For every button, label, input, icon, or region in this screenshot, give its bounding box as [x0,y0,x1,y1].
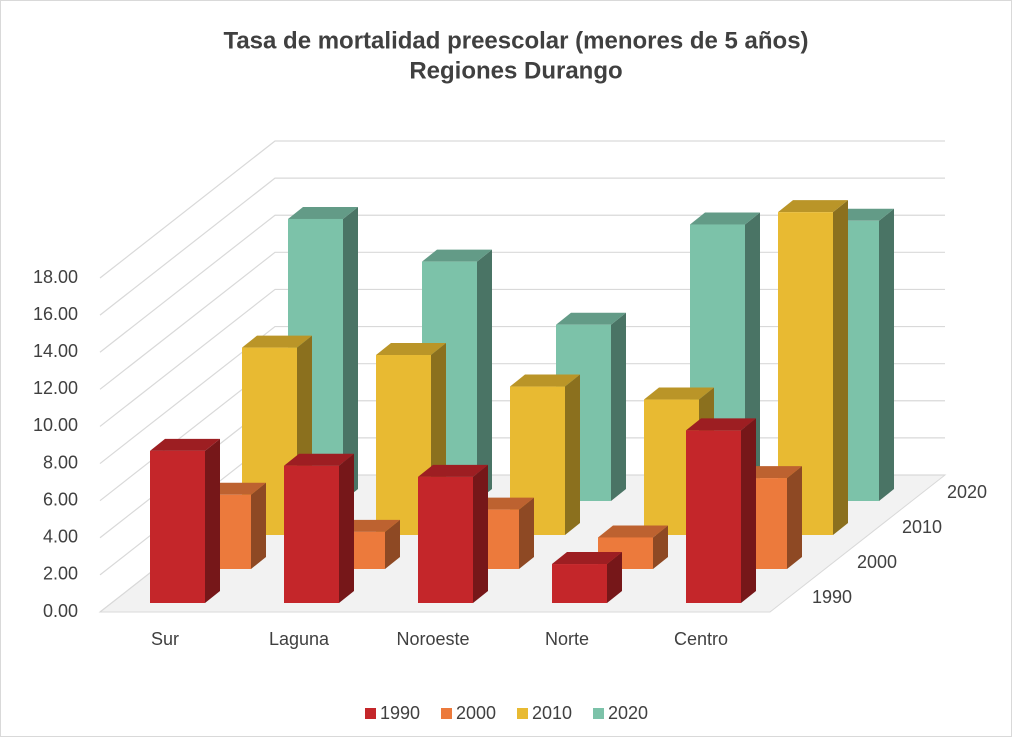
y-tick-label: 12.00 [33,378,78,398]
bar [552,552,622,603]
x-tick-label: Norte [545,629,589,649]
y-tick-label: 14.00 [33,341,78,361]
x-tick-label: Laguna [269,629,330,649]
bar [418,464,488,603]
y-tick-label: 0.00 [43,601,78,621]
legend-swatch [441,708,452,719]
bar [284,453,354,603]
depth-label: 1990 [812,587,852,607]
y-tick-label: 18.00 [33,267,78,287]
chart-title: Tasa de mortalidad preescolar (menores d… [223,27,808,54]
legend-swatch [593,708,604,719]
depth-label: 2020 [947,482,987,502]
y-tick-label: 4.00 [43,527,78,547]
x-tick-label: Noroeste [396,629,469,649]
chart-title: Regiones Durango [409,57,622,84]
x-tick-label: Sur [151,629,179,649]
legend-label: 2010 [532,703,572,723]
legend-label: 2020 [608,703,648,723]
grid-line [99,177,945,316]
bar [686,418,756,603]
x-tick-label: Centro [674,629,728,649]
legend-swatch [517,708,528,719]
legend-swatch [365,708,376,719]
y-tick-label: 6.00 [43,489,78,509]
grid-line [99,140,945,279]
bar [464,497,534,569]
bar [150,438,220,603]
y-tick-label: 16.00 [33,304,78,324]
depth-label: 2000 [857,552,897,572]
y-tick-label: 2.00 [43,564,78,584]
y-tick-label: 8.00 [43,452,78,472]
legend-label: 1990 [380,703,420,723]
depth-label: 2010 [902,517,942,537]
y-tick-label: 10.00 [33,415,78,435]
legend-label: 2000 [456,703,496,723]
